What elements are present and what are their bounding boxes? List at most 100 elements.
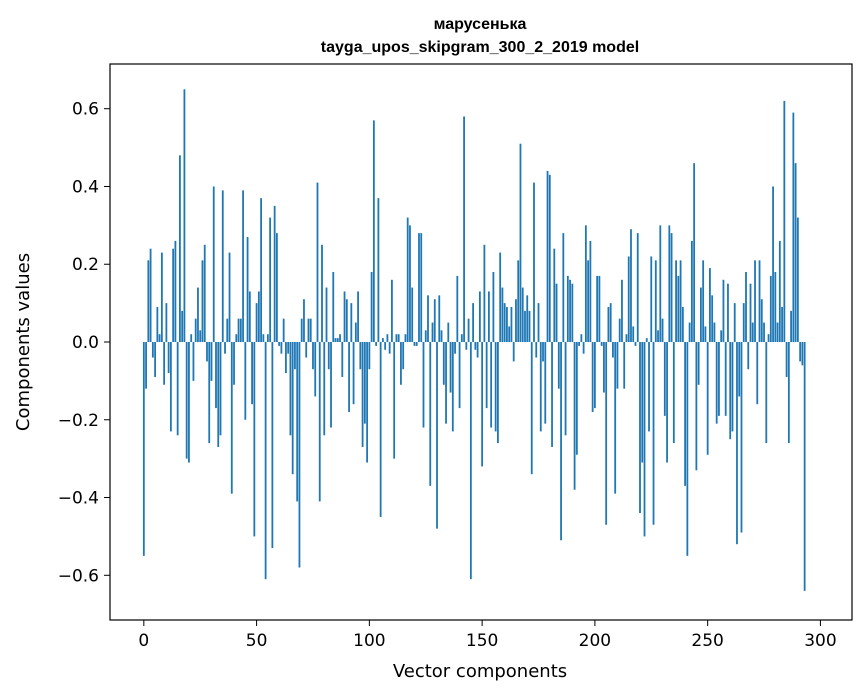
bar — [219, 342, 222, 436]
bar — [465, 342, 468, 350]
bar — [294, 342, 296, 370]
bar — [476, 342, 479, 358]
bar — [384, 342, 387, 350]
bar — [350, 303, 353, 342]
bar — [584, 225, 587, 342]
bar — [271, 342, 274, 549]
bar — [487, 291, 490, 342]
bar — [332, 272, 335, 342]
bar — [494, 342, 497, 432]
bar — [796, 217, 799, 342]
bar — [666, 342, 668, 463]
bar — [794, 163, 797, 342]
bar — [546, 170, 549, 342]
bar — [630, 229, 632, 342]
bar — [733, 303, 736, 342]
bar — [418, 233, 420, 342]
bar — [564, 342, 567, 436]
bar — [377, 198, 380, 342]
bar — [454, 342, 456, 354]
bar — [397, 334, 400, 342]
bar — [246, 237, 249, 342]
bar — [343, 291, 346, 342]
bar — [334, 338, 337, 342]
bar — [388, 342, 391, 354]
bar — [616, 342, 619, 389]
bar — [560, 342, 562, 541]
bar — [681, 307, 684, 342]
bar — [492, 272, 495, 342]
bar — [409, 225, 411, 342]
bar — [706, 342, 709, 455]
bar — [729, 342, 732, 440]
bar — [526, 295, 529, 342]
bar — [715, 342, 718, 424]
bar — [149, 248, 152, 342]
bar — [183, 89, 186, 343]
bar — [467, 318, 470, 342]
bar — [275, 233, 278, 342]
bar — [192, 342, 195, 381]
bar — [327, 342, 330, 370]
bar — [325, 287, 328, 342]
bar — [792, 112, 795, 342]
bar — [551, 342, 553, 447]
bar — [176, 342, 179, 436]
bar — [569, 279, 571, 342]
bar — [427, 295, 429, 342]
bar — [499, 252, 502, 342]
bar — [239, 318, 242, 342]
bar — [228, 252, 231, 342]
bar — [375, 342, 378, 346]
y-axis-label: Components values — [13, 253, 34, 431]
bar — [742, 303, 745, 342]
bar — [438, 295, 441, 342]
bar — [632, 326, 635, 342]
bar — [372, 120, 375, 342]
bar — [636, 233, 639, 342]
bar — [704, 326, 707, 342]
x-tick-label: 0 — [138, 631, 149, 651]
bar — [517, 260, 520, 342]
bar — [210, 342, 213, 381]
bar — [224, 342, 226, 354]
bar — [754, 260, 756, 342]
bar — [478, 291, 481, 342]
bar — [165, 303, 168, 342]
bar — [395, 334, 398, 342]
bar — [512, 342, 515, 362]
x-tick-label: 50 — [246, 631, 268, 651]
bar — [260, 198, 262, 342]
bar — [485, 342, 488, 409]
bar — [323, 342, 326, 436]
bar — [201, 260, 204, 342]
bar — [578, 342, 580, 346]
bar — [598, 275, 601, 342]
y-tick-label: −0.6 — [58, 566, 99, 586]
x-tick-label: 100 — [353, 631, 385, 651]
bar — [185, 342, 188, 459]
bar — [158, 334, 161, 342]
bar — [422, 342, 425, 428]
bar — [553, 248, 556, 342]
bar — [406, 217, 409, 342]
bar — [587, 260, 590, 342]
bar — [190, 334, 193, 342]
bar — [605, 342, 608, 525]
bar — [253, 342, 256, 537]
bar — [697, 342, 700, 385]
bar — [212, 186, 215, 342]
bar — [156, 307, 159, 342]
bar — [679, 260, 682, 342]
bar — [709, 268, 711, 342]
bar — [318, 342, 321, 502]
bar — [695, 342, 698, 471]
bar — [312, 342, 314, 370]
bar — [424, 330, 427, 342]
bar — [248, 291, 251, 342]
bar — [544, 342, 547, 424]
bar — [402, 342, 405, 370]
bar — [539, 342, 542, 432]
x-tick-label: 150 — [466, 631, 498, 651]
bar — [291, 342, 294, 475]
